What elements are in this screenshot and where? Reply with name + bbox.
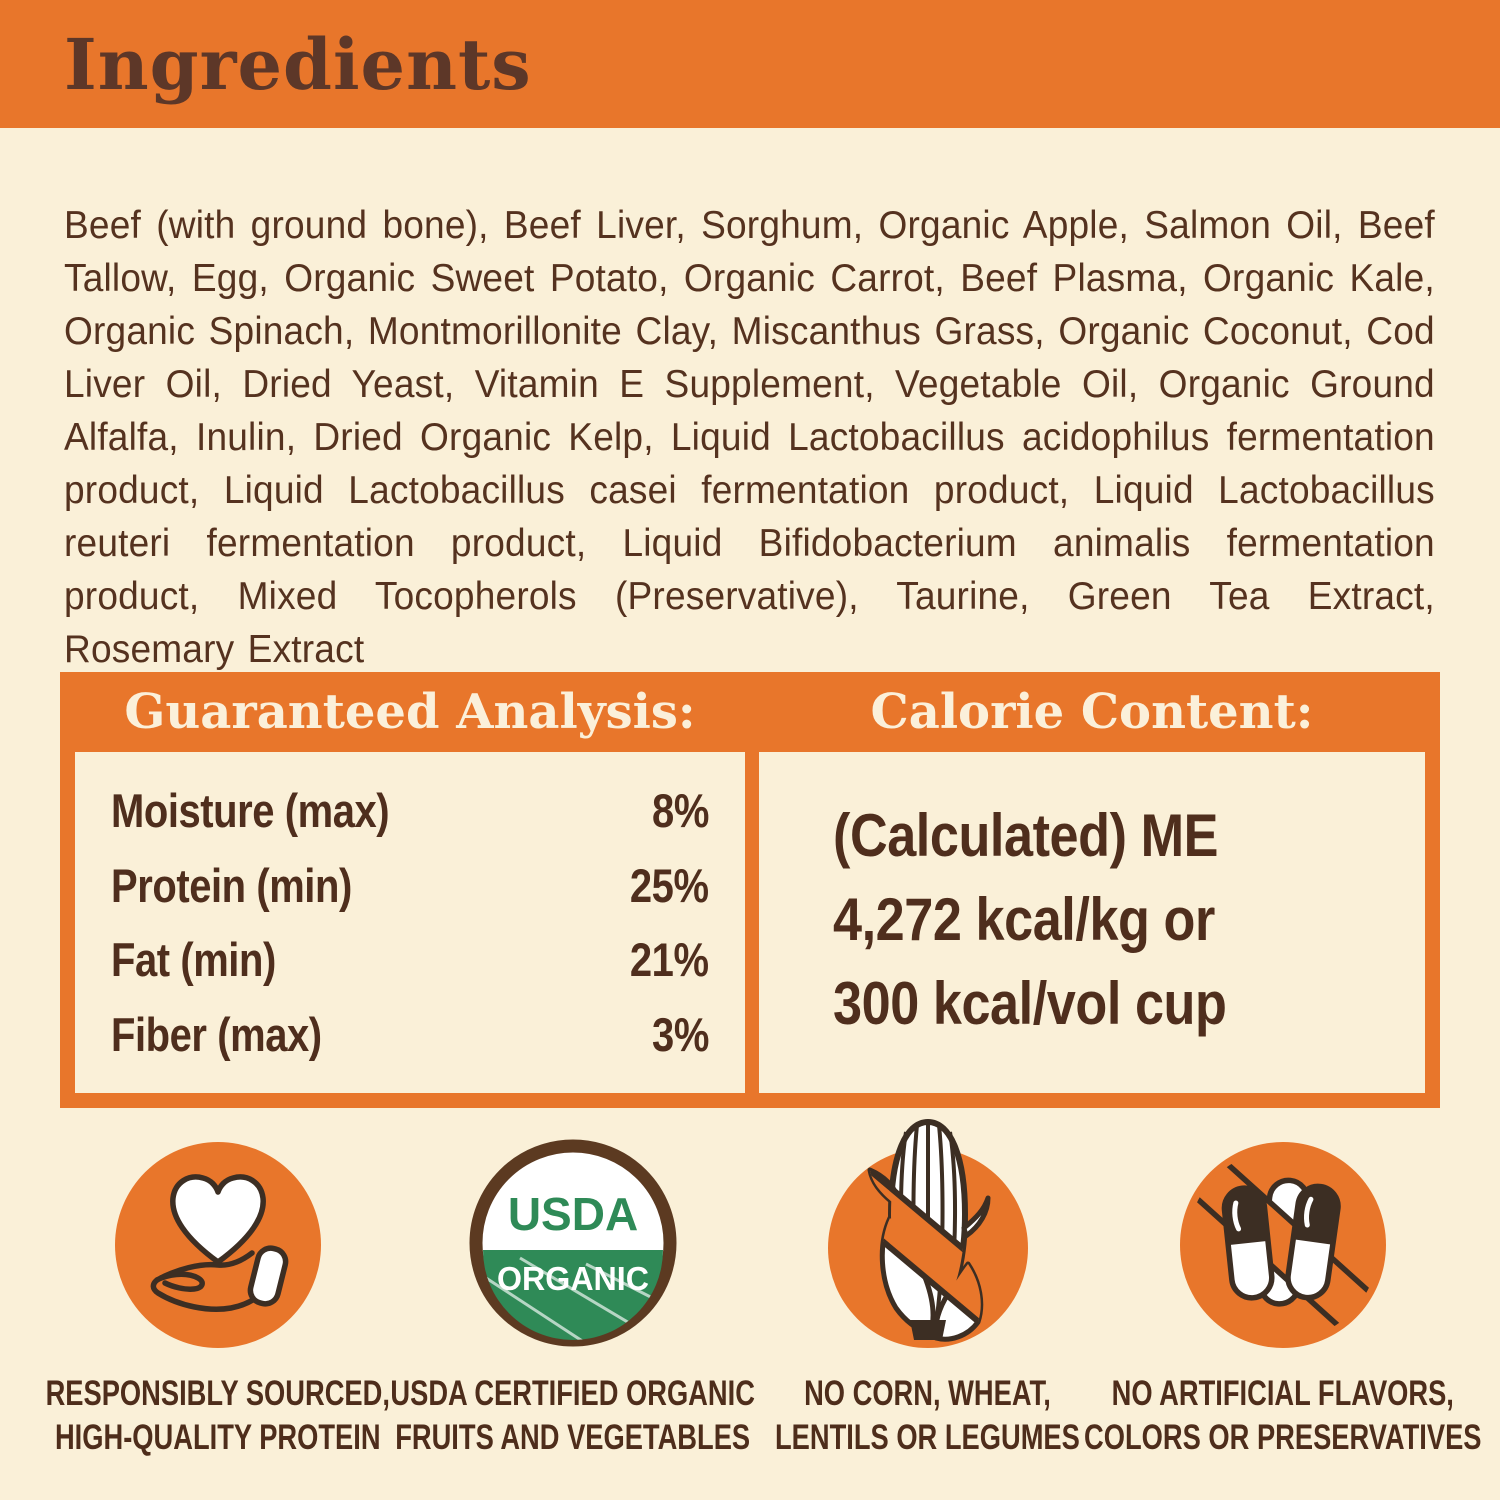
- table-row: Fat (min) 21%: [111, 932, 709, 987]
- heart-in-hand-icon: [114, 1142, 321, 1348]
- caption-line: RESPONSIBLY SOURCED,: [45, 1374, 390, 1413]
- calorie-line: (Calculated) ME: [833, 802, 1219, 869]
- caption-line: NO CORN, WHEAT,: [804, 1374, 1051, 1413]
- badge-caption: USDA CERTIFIED ORGANIC FRUITS AND VEGETA…: [390, 1372, 755, 1460]
- caption-line: LENTILS OR LEGUMES: [775, 1418, 1080, 1457]
- icon-slot: USDA ORGANIC: [468, 1114, 678, 1348]
- calorie-line: 300 kcal/vol cup: [833, 970, 1227, 1037]
- usda-organic-seal: USDA ORGANIC: [469, 1139, 676, 1347]
- ingredients-list-text: Beef (with ground bone), Beef Liver, Sor…: [64, 204, 1435, 671]
- badge-caption: NO CORN, WHEAT, LENTILS OR LEGUMES: [775, 1372, 1080, 1460]
- caption-line: NO ARTIFICIAL FLAVORS,: [1111, 1374, 1454, 1413]
- no-corn-icon: [827, 1118, 1028, 1348]
- table-row: Moisture (max) 8%: [111, 783, 709, 838]
- analysis-label: Protein (min): [111, 858, 352, 912]
- header-banner: Ingredients: [0, 0, 1500, 128]
- icon-slot: [818, 1114, 1038, 1348]
- calorie-content-title: Calorie Content:: [870, 684, 1314, 740]
- guaranteed-analysis-title: Guaranteed Analysis:: [124, 684, 696, 740]
- caption-line: COLORS OR PRESERVATIVES: [1083, 1418, 1482, 1457]
- calorie-line: 4,272 kcal/kg or: [833, 886, 1215, 953]
- box-panels: Moisture (max) 8% Protein (min) 25% Fat …: [75, 752, 1425, 1093]
- caption-line: HIGH-QUALITY PROTEIN: [54, 1418, 381, 1457]
- table-row: Protein (min) 25%: [111, 858, 709, 913]
- badge-caption: NO ARTIFICIAL FLAVORS, COLORS OR PRESERV…: [1084, 1372, 1481, 1460]
- analysis-value: 8%: [652, 784, 709, 838]
- analysis-value: 21%: [630, 933, 709, 987]
- analysis-label: Fat (min): [111, 933, 276, 987]
- icon-slot: [114, 1114, 321, 1348]
- analysis-label: Moisture (max): [111, 784, 390, 838]
- seal-usda-text: USDA: [507, 1188, 637, 1240]
- no-pills-icon: [1179, 1142, 1386, 1348]
- analysis-value: 3%: [652, 1007, 709, 1061]
- analysis-calorie-box: Guaranteed Analysis: Calorie Content: Mo…: [60, 672, 1440, 1108]
- caption-line: FRUITS AND VEGETABLES: [395, 1418, 750, 1457]
- badge-no-corn: NO CORN, WHEAT, LENTILS OR LEGUMES: [750, 1114, 1105, 1460]
- badge-caption: RESPONSIBLY SOURCED, HIGH-QUALITY PROTEI…: [45, 1372, 389, 1460]
- analysis-value: 25%: [630, 858, 709, 912]
- calorie-content-panel: (Calculated) ME 4,272 kcal/kg or 300 kca…: [759, 752, 1425, 1093]
- badge-responsibly-sourced: RESPONSIBLY SOURCED, HIGH-QUALITY PROTEI…: [40, 1114, 395, 1460]
- guaranteed-analysis-table: Moisture (max) 8% Protein (min) 25% Fat …: [75, 752, 745, 1093]
- icon-slot: [1179, 1114, 1386, 1348]
- box-headers: Guaranteed Analysis: Calorie Content:: [75, 672, 1425, 752]
- badge-row: RESPONSIBLY SOURCED, HIGH-QUALITY PROTEI…: [40, 1114, 1481, 1460]
- page-title: Ingredients: [64, 22, 532, 106]
- seal-organic-text: ORGANIC: [497, 1260, 649, 1297]
- badge-usda-organic: USDA ORGANIC USDA CERTIFIED ORGANIC FRUI…: [390, 1114, 755, 1460]
- badge-no-artificial: NO ARTIFICIAL FLAVORS, COLORS OR PRESERV…: [1084, 1114, 1481, 1460]
- table-row: Fiber (max) 3%: [111, 1007, 709, 1062]
- analysis-label: Fiber (max): [111, 1007, 322, 1061]
- caption-line: USDA CERTIFIED ORGANIC: [390, 1374, 755, 1413]
